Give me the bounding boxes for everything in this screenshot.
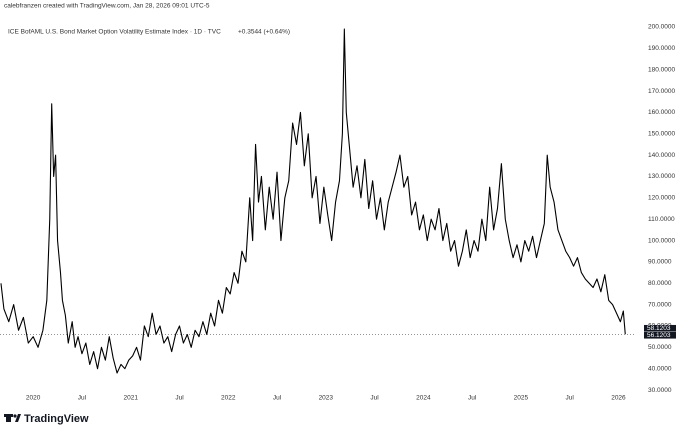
x-tick-label: 2022 <box>221 395 236 402</box>
x-tick-label: 2023 <box>319 395 334 402</box>
price-label: 56.1203 <box>647 332 671 339</box>
y-tick-label: 170.0000 <box>648 88 675 95</box>
x-tick-label: 2020 <box>26 395 41 402</box>
y-tick-label: 160.0000 <box>648 109 675 116</box>
y-tick-label: 190.0000 <box>648 45 675 52</box>
y-tick-label: 90.0000 <box>648 259 672 266</box>
change: +0.3544 (+0.64%) <box>238 29 290 36</box>
y-tick-label: 40.0000 <box>648 365 672 372</box>
price-label-box <box>644 324 676 332</box>
chart-title: ICE BofAML U.S. Bond Market Option Volat… <box>8 29 221 36</box>
x-tick-label: Jul <box>78 395 87 402</box>
price-line <box>0 28 626 374</box>
x-tick-label: Jul <box>273 395 282 402</box>
x-tick-label: 2026 <box>611 395 626 402</box>
x-tick-label: Jul <box>566 395 575 402</box>
header: calebfranzen created with TradingView.co… <box>4 3 210 10</box>
x-tick-label: Jul <box>468 395 477 402</box>
y-tick-label: 140.0000 <box>648 152 675 159</box>
y-tick-label: 130.0000 <box>648 173 675 180</box>
y-tick-label: 30.0000 <box>648 387 672 394</box>
y-tick-label: 150.0000 <box>648 130 675 137</box>
price-label-box <box>644 331 676 339</box>
x-tick-label: 2024 <box>416 395 431 402</box>
y-tick-label: 120.0000 <box>648 195 675 202</box>
x-tick-label: 2021 <box>123 395 138 402</box>
y-tick-label: 80.0000 <box>648 280 672 287</box>
x-tick-label: Jul <box>370 395 379 402</box>
logo-text: TradingView <box>24 413 89 425</box>
y-tick-label: 70.0000 <box>648 301 672 308</box>
y-tick-label: 110.0000 <box>648 216 675 223</box>
price-label: 58.1203 <box>647 325 671 332</box>
y-tick-label: 200.0000 <box>648 24 675 31</box>
x-tick-label: Jul <box>175 395 184 402</box>
x-tick-label: 2025 <box>514 395 529 402</box>
y-tick-label: 50.0000 <box>648 344 672 351</box>
y-tick-label: 180.0000 <box>648 66 675 73</box>
y-tick-label: 100.0000 <box>648 237 675 244</box>
logo-icon <box>4 414 21 422</box>
